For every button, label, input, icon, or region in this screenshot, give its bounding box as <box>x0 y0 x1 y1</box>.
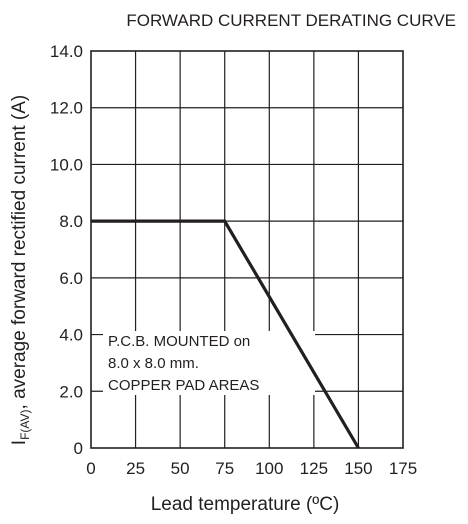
x-tick-labels: 0 25 50 75 100 125 150 175 <box>86 459 417 478</box>
y-tick-label: 10.0 <box>50 155 83 174</box>
y-tick-label: 12.0 <box>50 99 83 118</box>
x-tick-label: 125 <box>300 459 328 478</box>
annotation-background <box>103 331 315 395</box>
x-tick-label: 25 <box>126 459 145 478</box>
x-tick-label: 50 <box>171 459 190 478</box>
y-tick-labels: 0 2.0 4.0 6.0 8.0 10.0 12.0 14.0 <box>50 42 83 458</box>
annotation-line-1: P.C.B. MOUNTED on <box>108 333 250 350</box>
y-axis-label-main: I <box>9 440 30 445</box>
plot-border <box>90 50 404 449</box>
annotation-box <box>103 331 315 395</box>
x-tick-label: 75 <box>215 459 234 478</box>
chart-title: FORWARD CURRENT DERATING CURVE <box>126 11 456 30</box>
series-layer <box>91 219 360 449</box>
y-axis-label-rest: , average forward rectified current (A) <box>9 95 30 410</box>
x-tick-label: 0 <box>86 459 95 478</box>
x-tick-label: 175 <box>389 459 417 478</box>
grid-lines <box>91 51 403 448</box>
y-tick-label: 4.0 <box>59 326 83 345</box>
derating-line <box>91 219 360 449</box>
annotation-line-3: COPPER PAD AREAS <box>108 377 259 394</box>
x-tick-label: 150 <box>344 459 372 478</box>
annotation: P.C.B. MOUNTED on 8.0 x 8.0 mm. COPPER P… <box>108 333 259 394</box>
y-axis-label-subscript: F(AV) <box>18 409 32 439</box>
plot-frame <box>90 50 404 449</box>
x-tick-label: 100 <box>255 459 283 478</box>
y-axis-label: IF(AV), average forward rectified curren… <box>9 95 32 445</box>
y-tick-label: 8.0 <box>59 212 83 231</box>
y-tick-label: 6.0 <box>59 269 83 288</box>
y-tick-label: 14.0 <box>50 42 83 61</box>
annotation-line-2: 8.0 x 8.0 mm. <box>108 355 199 372</box>
x-axis-label: Lead temperature (ºC) <box>151 494 340 515</box>
y-tick-label: 2.0 <box>59 382 83 401</box>
y-tick-label: 0 <box>74 439 83 458</box>
